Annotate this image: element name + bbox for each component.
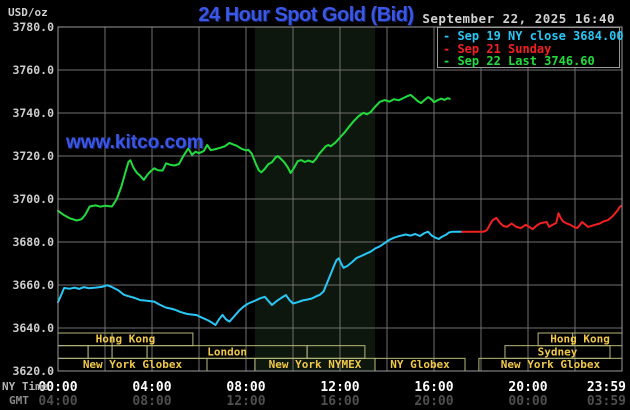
ny-time-axis-label: NY Time — [2, 380, 49, 393]
plot-border — [57, 26, 623, 372]
session-label: Sydney — [538, 345, 578, 358]
x-axis-ny-tick-label: 04:00 — [132, 380, 171, 395]
session-label: NY Globex — [390, 358, 450, 371]
x-axis-gmt-tick-label: 03:59 — [587, 394, 626, 409]
x-axis-gmt-tick-label: 20:00 — [414, 394, 453, 409]
session-label: London — [207, 345, 247, 358]
gmt-axis-label: GMT — [9, 394, 29, 407]
x-axis-ny-tick-label: 00:00 — [38, 380, 77, 395]
y-axis-tick-label: 3740.0 — [12, 106, 54, 120]
legend-item-sep21: - Sep 21 Sunday — [443, 41, 552, 56]
y-axis-tick-label: 3720.0 — [12, 149, 54, 163]
x-axis-gmt-tick-label: 12:00 — [226, 394, 265, 409]
legend: - Sep 19 NY close 3684.00 - Sep 21 Sunda… — [437, 27, 624, 68]
session-label: New York NYMEX — [269, 358, 362, 371]
chart-title: 24 Hour Spot Gold (Bid) — [198, 4, 414, 26]
legend-item-sep22: - Sep 22 Last 3746.60 — [443, 54, 595, 68]
x-axis-ny-tick-label: 12:00 — [320, 380, 359, 395]
x-axis-gmt-tick-label: 16:00 — [320, 394, 359, 409]
price-line — [461, 204, 622, 233]
kitco-watermark-link[interactable]: www.kitco.com — [66, 132, 204, 153]
price-line — [57, 230, 464, 326]
y-axis-tick-label: 3620.0 — [12, 364, 54, 378]
legend-item-sep19: - Sep 19 NY close 3684.00 — [443, 29, 624, 43]
session-label: Hong Kong — [96, 333, 156, 346]
unit-label: USD/oz — [8, 6, 48, 19]
session-box — [206, 357, 256, 372]
y-axis-tick-label: 3680.0 — [12, 235, 54, 249]
y-axis-tick-label: 3640.0 — [12, 321, 54, 335]
x-axis-gmt-tick-label: 00:00 — [508, 394, 547, 409]
price-line — [57, 93, 451, 222]
x-axis-gmt-tick-label: 04:00 — [38, 394, 77, 409]
y-axis-tick-label: 3700.0 — [12, 192, 54, 206]
session-label: Hong Kong — [550, 333, 610, 346]
chart-datetime: September 22, 2025 16:40 — [422, 11, 615, 26]
x-axis-gmt-tick-label: 08:00 — [132, 394, 171, 409]
x-axis-ny-tick-label: 23:59 — [587, 380, 626, 395]
session-box — [87, 345, 113, 359]
y-axis-tick-label: 3660.0 — [12, 278, 54, 292]
session-label: New York Globex — [83, 358, 183, 371]
x-axis-ny-tick-label: 20:00 — [508, 380, 547, 395]
session-box — [57, 345, 89, 359]
y-axis-tick-label: 3780.0 — [12, 20, 54, 34]
x-axis-ny-tick-label: 16:00 — [414, 380, 453, 395]
session-box — [111, 345, 148, 359]
x-axis-ny-tick-label: 08:00 — [226, 380, 265, 395]
y-axis-tick-label: 3760.0 — [12, 63, 54, 77]
session-label: New York Globex — [501, 358, 601, 371]
